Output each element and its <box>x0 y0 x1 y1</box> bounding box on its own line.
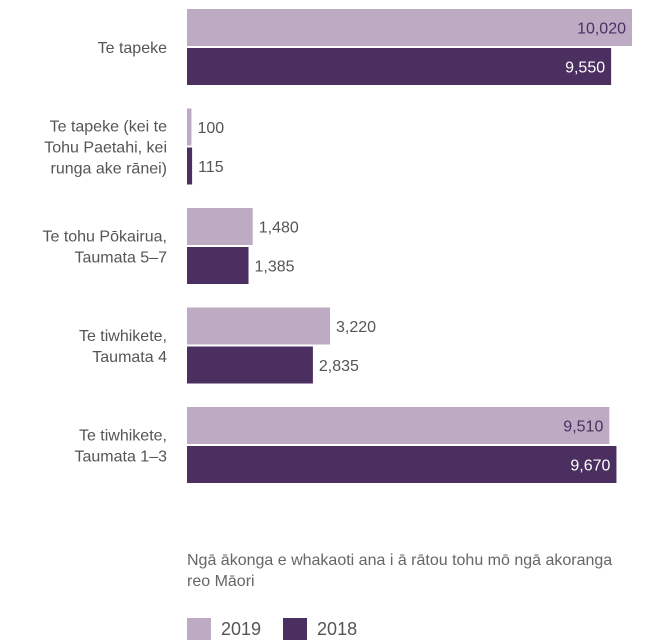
bar-2018 <box>187 247 249 284</box>
category-label: Te tohu Pōkairua, <box>42 229 167 246</box>
category-label: Taumata 4 <box>92 349 167 366</box>
data-label: 100 <box>197 120 224 137</box>
x-axis-label: Ngā ākonga e whakaoti ana i ā rātou tohu… <box>187 552 613 590</box>
data-label: 3,220 <box>336 319 376 336</box>
data-label: 9,510 <box>563 419 603 436</box>
bar-2019 <box>187 9 632 46</box>
data-label: 1,385 <box>255 259 295 276</box>
bar-chart: Te tapeke 10,020 9,550 Te tapeke (kei te Toh… <box>42 9 632 483</box>
category-label: Te tiwhikete, <box>79 328 167 345</box>
legend-swatch-2019 <box>187 618 211 640</box>
bar-2019 <box>187 208 253 245</box>
data-label: 115 <box>198 159 224 176</box>
data-label: 1,480 <box>259 220 299 237</box>
bar-2018 <box>187 147 193 185</box>
data-label: 9,550 <box>565 60 605 77</box>
category-label: Te tapeke (kei te <box>50 119 168 136</box>
data-label: 10,020 <box>577 21 626 38</box>
category-label: Te tiwhikete, <box>79 428 167 445</box>
category-label: Taumata 1–3 <box>74 449 167 466</box>
category-label: Taumata 5–7 <box>74 250 167 267</box>
legend: 2019 2018 <box>187 618 379 640</box>
legend-item-2018: 2018 <box>283 618 357 640</box>
category-label: runga ake rānei) <box>50 161 167 178</box>
category-label: Te tapeke <box>98 40 167 57</box>
data-label: 9,670 <box>570 458 610 475</box>
legend-item-2019: 2019 <box>187 618 261 640</box>
bar-2018 <box>187 346 313 384</box>
bar-2019 <box>187 108 192 146</box>
category-label: Tohu Paetahi, kei <box>44 140 167 157</box>
data-label: 2,835 <box>319 358 359 375</box>
legend-label-2018: 2018 <box>317 618 358 639</box>
bar-2018 <box>187 446 617 483</box>
legend-label-2019: 2019 <box>221 618 262 639</box>
bar-2018 <box>187 48 612 85</box>
bar-2019 <box>187 307 331 345</box>
bar-2019 <box>187 407 610 444</box>
legend-swatch-2018 <box>283 618 308 640</box>
